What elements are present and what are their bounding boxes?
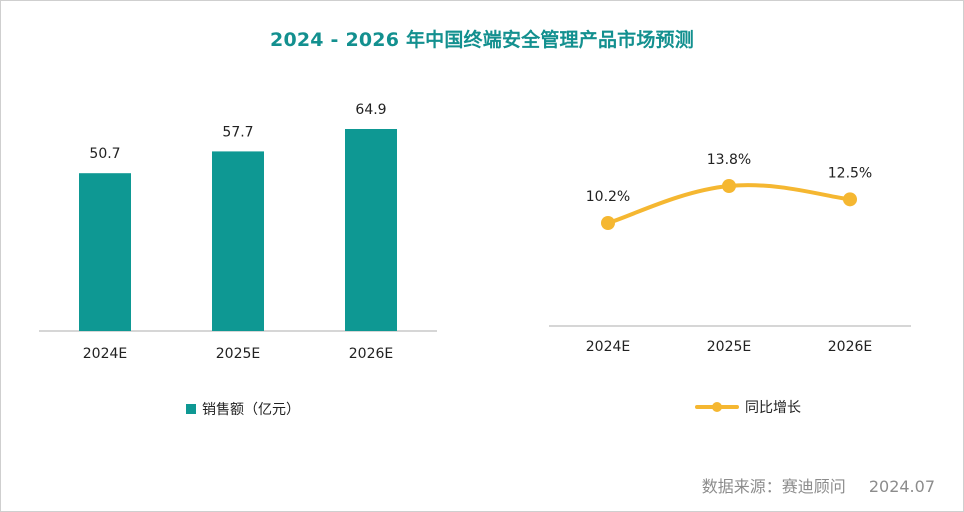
line-x-tick-label: 2025E bbox=[707, 339, 751, 355]
growth-value-label: 12.5% bbox=[828, 165, 872, 181]
legend-line-label: 同比增长 bbox=[745, 400, 801, 416]
growth-value-label: 13.8% bbox=[707, 152, 751, 168]
growth-point-2025E bbox=[722, 179, 736, 193]
legend-bar: 销售额（亿元） bbox=[186, 399, 300, 419]
growth-value-label: 10.2% bbox=[586, 189, 630, 205]
bar-value-label: 57.7 bbox=[222, 124, 253, 140]
chart-title: 2024 - 2026 年中国终端安全管理产品市场预测 bbox=[270, 29, 694, 51]
line-x-tick-label: 2026E bbox=[828, 339, 872, 355]
growth-point-2026E bbox=[843, 192, 857, 207]
bar-x-tick-label: 2026E bbox=[349, 346, 393, 362]
legend-line-swatch bbox=[695, 402, 739, 412]
source-label: 数据来源：赛迪顾问 bbox=[701, 477, 846, 496]
bar-2026E bbox=[345, 129, 397, 331]
legend-bar-swatch bbox=[186, 404, 196, 414]
bar-x-tick-label: 2024E bbox=[83, 346, 127, 362]
bar-x-tick-label: 2025E bbox=[216, 346, 260, 362]
legend-line: 同比增长 bbox=[695, 397, 801, 417]
legend-bar-label: 销售额（亿元） bbox=[202, 402, 300, 418]
line-x-tick-label: 2024E bbox=[586, 339, 630, 355]
bar-value-label: 50.7 bbox=[89, 146, 120, 162]
bar-2024E bbox=[79, 173, 131, 331]
source-note: 数据来源：赛迪顾问 2024.07 bbox=[702, 473, 935, 497]
source-date: 2024.07 bbox=[868, 477, 935, 496]
bar-value-label: 64.9 bbox=[355, 102, 386, 118]
bar-2025E bbox=[212, 151, 264, 331]
growth-point-2024E bbox=[601, 216, 615, 230]
